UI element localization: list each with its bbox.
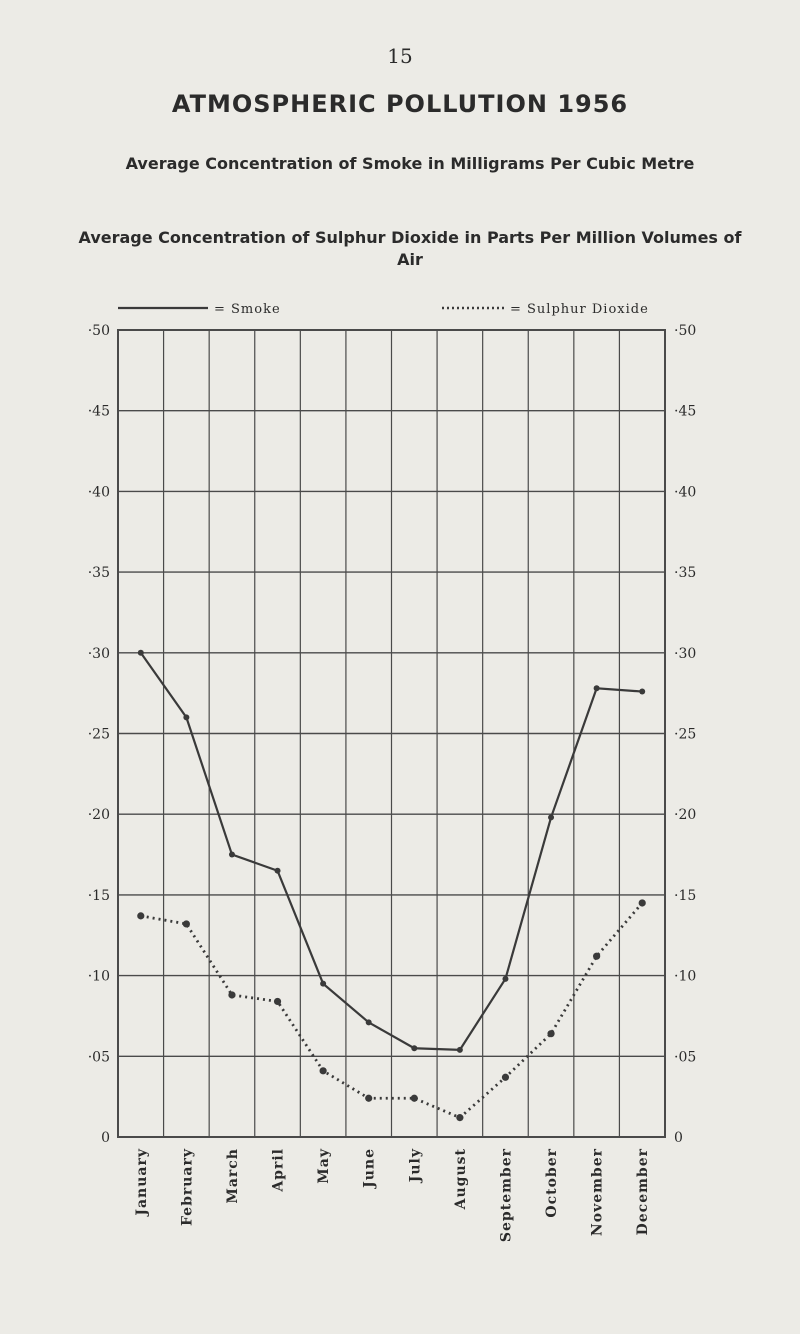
sulphur-dioxide-line bbox=[140, 902, 644, 1120]
smoke-point bbox=[320, 980, 327, 987]
sulphur-dioxide-point bbox=[228, 991, 236, 999]
smoke-point bbox=[137, 649, 144, 656]
sulphur-dioxide-point bbox=[593, 952, 601, 960]
y-axis-right: ·50 ·45 ·40 ·35 ·30 ·25 ·20 ·15 ·10 ·05 0 bbox=[674, 323, 696, 1146]
x-tick-label: April bbox=[271, 1148, 287, 1193]
sulphur-dioxide-point bbox=[456, 1114, 464, 1122]
y-tick-label-right: ·20 bbox=[674, 807, 696, 823]
x-tick-label: May bbox=[316, 1148, 332, 1184]
y-tick-label-right: ·35 bbox=[674, 565, 696, 581]
sulphur-dioxide-point bbox=[273, 997, 282, 1006]
sulphur-dioxide-point bbox=[547, 1030, 555, 1038]
sulphur-dioxide-point bbox=[638, 899, 646, 907]
y-tick-label-right: 0 bbox=[674, 1130, 683, 1146]
y-tick-label: ·20 bbox=[88, 807, 110, 823]
x-tick-label: October bbox=[544, 1148, 560, 1218]
y-axis-left: ·50 ·45 ·40 ·35 ·30 ·25 ·20 ·15 ·10 ·05 0 bbox=[88, 323, 110, 1146]
y-tick-label: ·10 bbox=[88, 969, 110, 985]
y-tick-label: ·30 bbox=[88, 646, 110, 662]
smoke-point bbox=[456, 1046, 463, 1053]
smoke-point bbox=[593, 685, 600, 692]
x-tick-label: February bbox=[179, 1148, 195, 1226]
y-tick-label-right: ·25 bbox=[674, 727, 696, 743]
sulphur-dioxide-point bbox=[365, 1094, 373, 1102]
x-tick-label: December bbox=[635, 1148, 651, 1235]
smoke-point bbox=[502, 975, 509, 982]
x-tick-label: August bbox=[453, 1148, 469, 1210]
data-series bbox=[137, 649, 646, 1122]
subtitle-sulphur-dioxide: Average Concentration of Sulphur Dioxide… bbox=[78, 228, 742, 269]
smoke-point bbox=[274, 867, 281, 874]
smoke-point bbox=[548, 814, 555, 821]
y-tick-label-right: ·30 bbox=[674, 646, 696, 662]
smoke-point bbox=[228, 851, 235, 858]
y-tick-label: ·50 bbox=[88, 323, 110, 339]
smoke-line bbox=[139, 652, 643, 1051]
smoke-point bbox=[365, 1019, 372, 1026]
sulphur-dioxide-point bbox=[182, 920, 190, 928]
sulphur-dioxide-point bbox=[137, 912, 145, 920]
legend-smoke-label: = Smoke bbox=[214, 302, 281, 317]
y-tick-label: ·45 bbox=[88, 404, 110, 420]
x-tick-label: June bbox=[362, 1148, 378, 1190]
y-tick-label: ·05 bbox=[88, 1049, 110, 1065]
sulphur-dioxide-point bbox=[319, 1067, 327, 1075]
subtitle-smoke: Average Concentration of Smoke in Millig… bbox=[125, 154, 695, 173]
smoke-point bbox=[411, 1045, 418, 1052]
sulphur-dioxide-point bbox=[410, 1094, 418, 1102]
x-axis-labels: January February March April May June July Augu… bbox=[134, 1148, 651, 1242]
sulphur-dioxide-point bbox=[501, 1073, 510, 1081]
x-tick-label: January bbox=[134, 1148, 150, 1218]
y-tick-label: 0 bbox=[101, 1130, 110, 1146]
y-tick-label: ·35 bbox=[88, 565, 110, 581]
y-tick-label: ·40 bbox=[88, 484, 110, 500]
y-tick-label-right: ·50 bbox=[674, 323, 696, 339]
y-tick-label: ·25 bbox=[88, 727, 110, 743]
y-tick-label-right: ·15 bbox=[674, 888, 696, 904]
y-tick-label-right: ·10 bbox=[674, 969, 696, 985]
x-tick-label: November bbox=[590, 1148, 606, 1236]
page-title: ATMOSPHERIC POLLUTION 1956 bbox=[171, 90, 629, 118]
x-tick-label: July bbox=[407, 1148, 423, 1184]
legend: = Smoke = Sulphur Dioxide bbox=[118, 302, 649, 317]
legend-sulphur-dioxide-label: = Sulphur Dioxide bbox=[510, 302, 649, 317]
y-tick-label-right: ·40 bbox=[674, 484, 696, 500]
x-tick-label: September bbox=[498, 1148, 514, 1242]
page-number: 15 bbox=[387, 44, 413, 68]
smoke-point bbox=[183, 714, 190, 721]
y-tick-label: ·15 bbox=[88, 888, 110, 904]
y-tick-label-right: ·05 bbox=[674, 1049, 696, 1065]
chart-grid bbox=[117, 329, 666, 1138]
y-tick-label-right: ·45 bbox=[674, 404, 696, 420]
smoke-point bbox=[639, 688, 646, 695]
x-tick-label: March bbox=[225, 1148, 241, 1204]
